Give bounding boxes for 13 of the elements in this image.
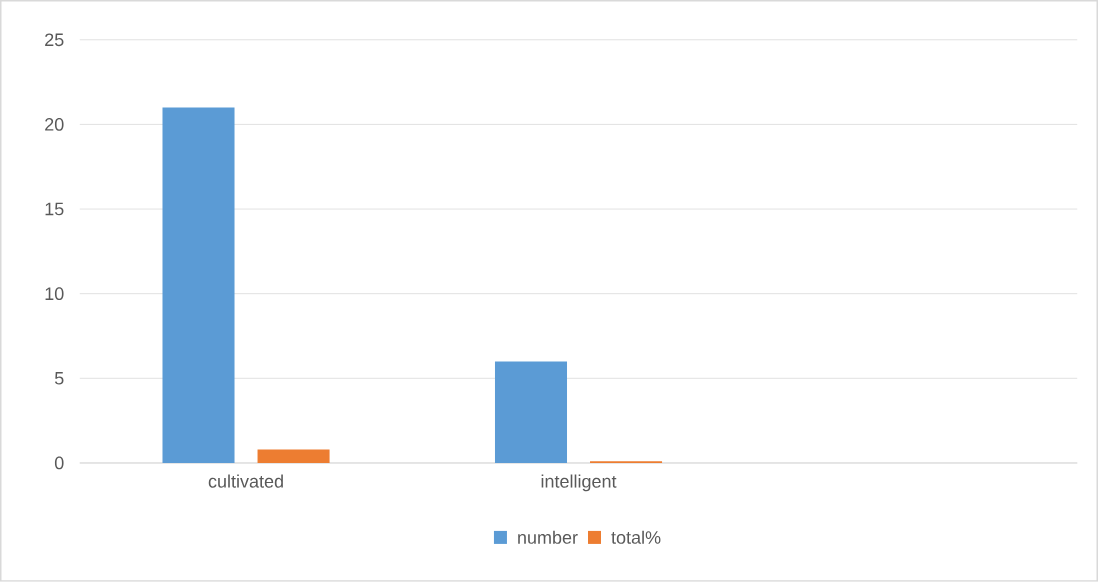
bar xyxy=(257,449,330,464)
x-tick-label: cultivated xyxy=(208,474,283,488)
y-tick-label: 25 xyxy=(45,33,64,47)
y-tick-label: 20 xyxy=(45,118,64,131)
y-tick-label: 15 xyxy=(45,202,64,216)
bar xyxy=(162,107,235,464)
legend-label: total% xyxy=(611,530,661,544)
y-tick-label: 10 xyxy=(45,287,64,301)
bar xyxy=(494,361,568,464)
y-tick-label: 0 xyxy=(54,456,64,470)
x-tick-label: intelligent xyxy=(541,474,617,492)
legend-label: number xyxy=(518,530,578,544)
y-tick-label: 5 xyxy=(54,372,64,385)
